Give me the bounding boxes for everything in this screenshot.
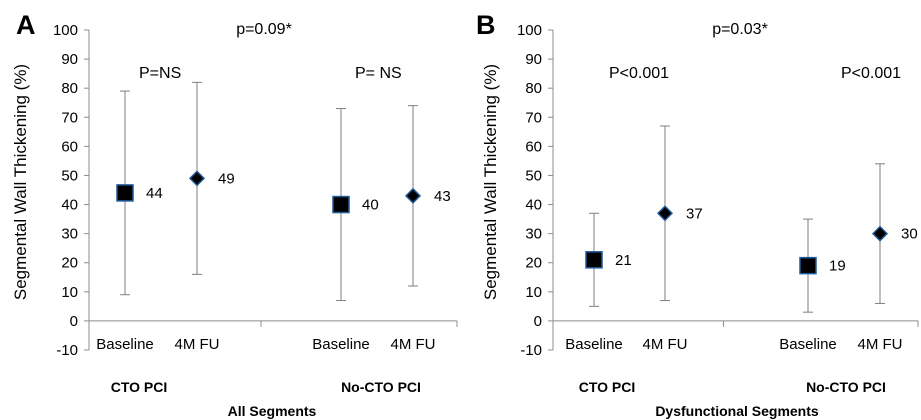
y-tick-label: 80 (525, 80, 542, 97)
y-tick-label: -10 (520, 342, 542, 359)
y-axis-title: Segmental Wall Thickening (%) (11, 64, 30, 300)
data-label: 44 (146, 185, 163, 202)
y-tick-label: 60 (61, 138, 78, 155)
category-label: Baseline (565, 336, 623, 353)
data-label: 21 (615, 252, 632, 269)
data-point-diamond (188, 170, 206, 187)
y-tick-label: 0 (534, 313, 542, 330)
y-tick-label: 80 (61, 80, 78, 97)
category-label: Baseline (779, 336, 837, 353)
y-tick-label: 90 (525, 51, 542, 68)
data-label: 43 (434, 188, 451, 205)
category-label: Baseline (312, 336, 370, 353)
chart-title: p=0.03* (712, 21, 768, 38)
group-name: CTO PCI (111, 379, 168, 395)
y-axis-title: Segmental Wall Thickening (%) (481, 64, 500, 300)
y-tick-label: 60 (525, 138, 542, 155)
panel-label: A (16, 10, 36, 40)
data-point-diamond (871, 225, 889, 242)
y-tick-label: 10 (525, 284, 542, 301)
y-tick-label: 50 (61, 167, 78, 184)
y-tick-label: 40 (525, 197, 542, 214)
y-tick-label: 90 (61, 51, 78, 68)
y-tick-label: 30 (61, 226, 78, 243)
y-tick-label: 20 (61, 255, 78, 272)
panel-label: B (476, 10, 496, 40)
category-label: 4M FU (858, 336, 903, 353)
x-axis-title: All Segments (228, 403, 317, 419)
data-point-diamond (656, 205, 674, 222)
y-tick-label: 20 (525, 255, 542, 272)
y-tick-label: 70 (525, 109, 542, 126)
category-label: 4M FU (643, 336, 688, 353)
y-tick-label: 70 (61, 109, 78, 126)
y-tick-label: 30 (525, 226, 542, 243)
group-p-value: P<0.001 (609, 65, 669, 82)
group-name: CTO PCI (579, 379, 636, 395)
data-label: 40 (362, 197, 379, 214)
data-point-square (116, 184, 134, 202)
y-tick-label: 10 (61, 284, 78, 301)
group-p-value: P= NS (355, 65, 402, 82)
data-label: 49 (218, 170, 235, 187)
y-tick-label: 40 (61, 197, 78, 214)
category-label: 4M FU (391, 336, 436, 353)
panel-a: A Segmental Wall Thickening (%) -10 0 10 20 30… (11, 10, 458, 419)
y-tick-label: 100 (517, 22, 542, 39)
chart-title: p=0.09* (236, 21, 292, 38)
y-tick-label: 0 (70, 313, 78, 330)
group-name: No-CTO PCI (341, 379, 421, 395)
group-p-value: P<0.001 (841, 65, 901, 82)
data-label: 30 (901, 226, 918, 243)
category-label: Baseline (96, 336, 154, 353)
data-point-square (332, 195, 350, 214)
y-tick-label: -10 (56, 342, 78, 359)
group-p-value: P=NS (139, 65, 181, 82)
data-point-square (585, 251, 603, 269)
data-label: 19 (829, 258, 846, 275)
y-tick-label: 100 (53, 22, 78, 39)
data-label: 37 (686, 205, 703, 222)
panel-b: B Segmental Wall Thickening (%) -10 0 10 20 30… (476, 10, 919, 419)
category-label: 4M FU (175, 336, 220, 353)
data-point-diamond (404, 187, 422, 204)
y-tick-label: 50 (525, 167, 542, 184)
x-axis-title: Dysfunctional Segments (655, 403, 819, 419)
group-name: No-CTO PCI (806, 379, 886, 395)
data-point-square (799, 256, 817, 275)
